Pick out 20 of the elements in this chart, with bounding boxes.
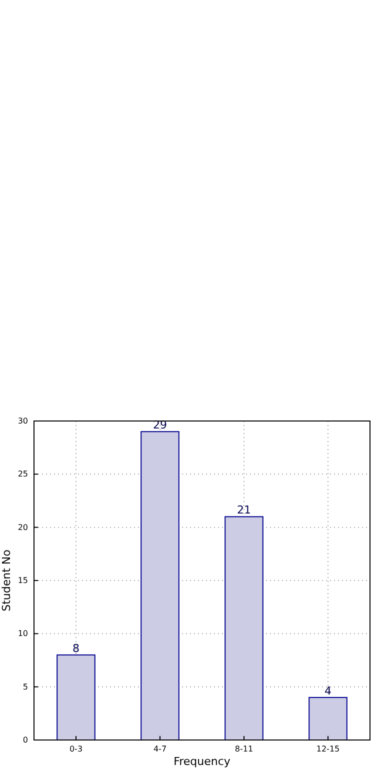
x-tick-label: 12-15 [316,744,340,754]
y-tick-label: 0 [22,736,28,745]
bar [56,654,96,740]
y-tick-label: 5 [22,682,28,692]
y-tick-label: 25 [18,470,28,479]
y-tick-label: 20 [18,522,28,532]
y-tick-label: 10 [18,629,28,638]
data-label: 8 [72,642,80,655]
x-tick-label: 8-11 [234,744,254,754]
x-tick-label: 0-3 [69,744,83,754]
data-label: 4 [324,684,332,698]
y-axis-title: Student No [0,549,13,612]
x-axis-title: Frequency [174,755,231,768]
y-tick-label: 15 [18,576,28,586]
bar [224,516,264,740]
bar [308,696,348,740]
data-label: 21 [237,504,251,517]
y-tick-label: 30 [18,416,28,426]
bar [140,431,180,740]
x-tick-label: 4-7 [153,744,167,754]
